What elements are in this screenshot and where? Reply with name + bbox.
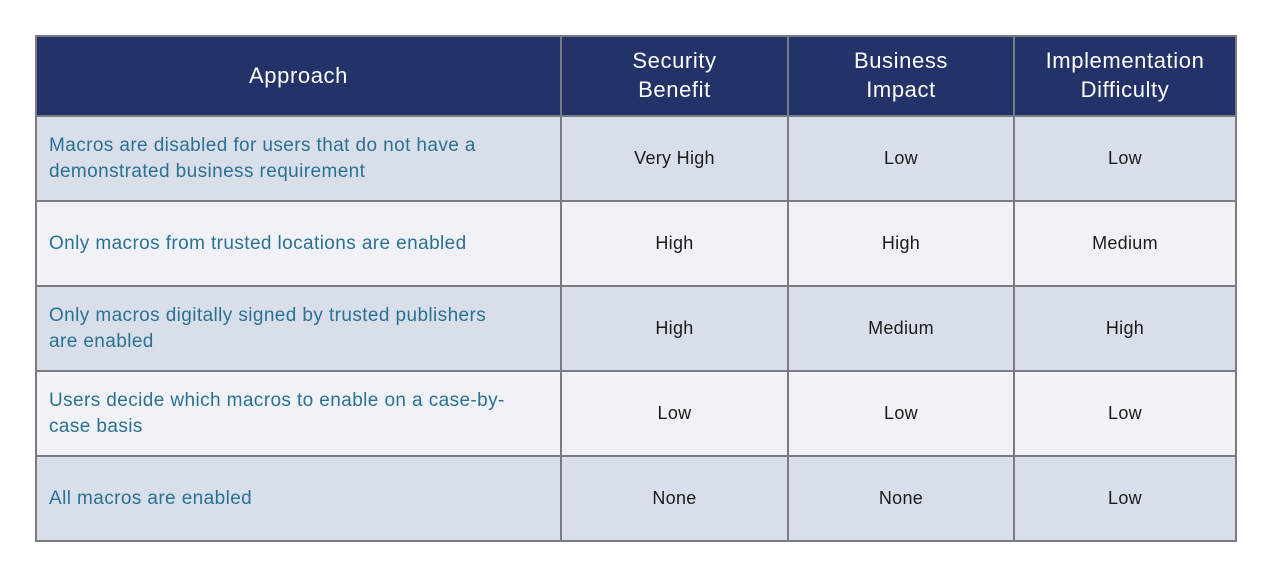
table-row: Users decide which macros to enable on a… [35, 370, 1237, 457]
column-header-implementation-difficulty: Implementation Difficulty [1013, 35, 1237, 117]
column-header-approach: Approach [35, 35, 562, 117]
column-header-security-benefit: Security Benefit [560, 35, 789, 117]
implementation-difficulty-cell: Low [1013, 370, 1237, 457]
security-benefit-cell: Very High [560, 115, 789, 202]
approach-cell: Only macros digitally signed by trusted … [35, 285, 562, 372]
implementation-difficulty-cell: Low [1013, 455, 1237, 542]
table-row: Only macros from trusted locations are e… [35, 200, 1237, 287]
table-row: Only macros digitally signed by trusted … [35, 285, 1237, 372]
security-benefit-cell: Low [560, 370, 789, 457]
macro-security-comparison-table: Approach Security Benefit Business Impac… [35, 35, 1237, 542]
implementation-difficulty-cell: Low [1013, 115, 1237, 202]
business-impact-cell: None [787, 455, 1015, 542]
security-benefit-cell: High [560, 285, 789, 372]
macro-security-table-container: Approach Security Benefit Business Impac… [35, 35, 1237, 542]
security-benefit-cell: High [560, 200, 789, 287]
business-impact-cell: Low [787, 370, 1015, 457]
approach-cell: Only macros from trusted locations are e… [35, 200, 562, 287]
table-row: Macros are disabled for users that do no… [35, 115, 1237, 202]
business-impact-cell: High [787, 200, 1015, 287]
business-impact-cell: Low [787, 115, 1015, 202]
business-impact-cell: Medium [787, 285, 1015, 372]
table-header-row: Approach Security Benefit Business Impac… [35, 35, 1237, 117]
approach-cell: All macros are enabled [35, 455, 562, 542]
approach-cell: Users decide which macros to enable on a… [35, 370, 562, 457]
column-header-business-impact: Business Impact [787, 35, 1015, 117]
approach-cell: Macros are disabled for users that do no… [35, 115, 562, 202]
implementation-difficulty-cell: High [1013, 285, 1237, 372]
security-benefit-cell: None [560, 455, 789, 542]
implementation-difficulty-cell: Medium [1013, 200, 1237, 287]
table-row: All macros are enabled None None Low [35, 455, 1237, 542]
